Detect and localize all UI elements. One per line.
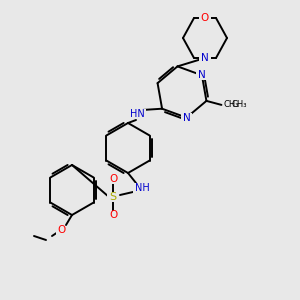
Text: CH₃: CH₃ xyxy=(231,100,247,109)
FancyBboxPatch shape xyxy=(107,192,119,202)
FancyBboxPatch shape xyxy=(107,175,118,184)
FancyBboxPatch shape xyxy=(199,53,211,63)
FancyBboxPatch shape xyxy=(181,113,192,122)
Text: O: O xyxy=(58,225,66,235)
Text: N: N xyxy=(198,70,206,80)
Text: NH: NH xyxy=(135,183,149,193)
Text: O: O xyxy=(201,13,209,23)
Text: CH₃: CH₃ xyxy=(224,100,239,109)
Text: O: O xyxy=(109,174,117,184)
Text: HN: HN xyxy=(130,109,144,119)
Text: N: N xyxy=(201,53,209,63)
Text: O: O xyxy=(109,210,117,220)
FancyBboxPatch shape xyxy=(133,183,151,193)
FancyBboxPatch shape xyxy=(128,109,146,119)
FancyBboxPatch shape xyxy=(56,226,68,235)
Text: N: N xyxy=(183,112,190,123)
FancyBboxPatch shape xyxy=(196,71,207,80)
FancyBboxPatch shape xyxy=(199,13,211,23)
FancyBboxPatch shape xyxy=(107,211,118,220)
Text: S: S xyxy=(110,192,117,202)
